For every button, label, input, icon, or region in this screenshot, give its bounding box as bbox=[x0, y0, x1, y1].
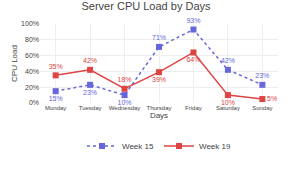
svg-text:Week 19: Week 19 bbox=[199, 142, 231, 151]
svg-text:Thursday: Thursday bbox=[146, 105, 171, 111]
svg-text:Week 15: Week 15 bbox=[122, 142, 154, 151]
svg-text:23%: 23% bbox=[83, 89, 97, 96]
svg-text:71%: 71% bbox=[152, 34, 166, 41]
svg-text:Tuesday: Tuesday bbox=[79, 105, 102, 111]
svg-text:35%: 35% bbox=[49, 63, 63, 70]
svg-text:5%: 5% bbox=[267, 95, 277, 102]
svg-text:93%: 93% bbox=[186, 17, 200, 24]
svg-text:42%: 42% bbox=[221, 57, 235, 64]
svg-text:42%: 42% bbox=[83, 57, 97, 64]
svg-text:Wednesday: Wednesday bbox=[109, 105, 141, 111]
svg-text:Saturday: Saturday bbox=[216, 105, 240, 111]
svg-text:64%: 64% bbox=[186, 56, 200, 63]
svg-text:Days: Days bbox=[150, 111, 168, 120]
svg-text:Monday: Monday bbox=[45, 105, 66, 111]
svg-text:23%: 23% bbox=[255, 72, 269, 79]
svg-text:Friday: Friday bbox=[185, 105, 202, 111]
svg-text:CPU Load: CPU Load bbox=[10, 45, 19, 82]
svg-text:80%: 80% bbox=[25, 36, 39, 43]
svg-text:60%: 60% bbox=[25, 52, 39, 59]
svg-text:39%: 39% bbox=[152, 76, 166, 83]
svg-text:10%: 10% bbox=[118, 99, 132, 106]
svg-text:40%: 40% bbox=[25, 68, 39, 75]
svg-text:0%: 0% bbox=[29, 99, 39, 106]
svg-text:18%: 18% bbox=[118, 76, 132, 83]
svg-text:20%: 20% bbox=[25, 84, 39, 91]
svg-text:100%: 100% bbox=[21, 20, 39, 27]
svg-text:Server CPU Load by Days: Server CPU Load by Days bbox=[82, 0, 211, 12]
svg-text:Sunday: Sunday bbox=[252, 105, 272, 111]
svg-text:10%: 10% bbox=[221, 99, 235, 106]
svg-text:15%: 15% bbox=[49, 95, 63, 102]
